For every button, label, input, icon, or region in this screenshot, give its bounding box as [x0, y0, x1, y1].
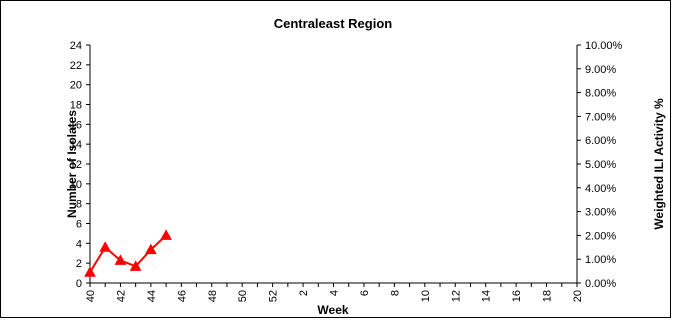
- x-tick-label: 10: [420, 290, 432, 302]
- x-ticks: 40 42 44 46 48 50 52 2 4 6 8 10 12 14 16 18 20: [85, 283, 584, 302]
- right-y-tick-label: 10.00%: [585, 40, 623, 52]
- right-y-ticks: 0.00% 1.00% 2.00% 3.00% 4.00% 5.00% 6.00% 7.00%…: [577, 40, 623, 290]
- right-y-tick-label: 0.00%: [585, 278, 616, 290]
- series-point: [160, 229, 172, 240]
- left-y-tick-label: 0: [76, 278, 82, 290]
- left-y-tick-label: 12: [70, 159, 82, 171]
- right-y-tick-label: 7.00%: [585, 111, 616, 123]
- x-tick-label: 52: [268, 290, 280, 302]
- x-tick-label: 18: [542, 290, 554, 302]
- right-y-tick-label: 5.00%: [585, 159, 616, 171]
- left-y-tick-label: 4: [76, 238, 82, 250]
- right-y-tick-label: 8.00%: [585, 88, 616, 100]
- x-tick-label: 12: [450, 290, 462, 302]
- x-tick-label: 4: [329, 290, 341, 296]
- chart-title: Centraleast Region: [274, 16, 393, 31]
- series-point: [84, 266, 96, 277]
- right-y-axis-title: Weighted ILI Activity %: [652, 98, 666, 230]
- x-axis-title: Week: [317, 303, 348, 317]
- right-y-tick-label: 9.00%: [585, 64, 616, 76]
- left-y-tick-label: 18: [70, 100, 82, 112]
- right-y-tick-label: 3.00%: [585, 207, 616, 219]
- series-point: [145, 243, 157, 255]
- right-y-tick-label: 6.00%: [585, 135, 616, 147]
- left-y-tick-label: 8: [76, 199, 82, 211]
- left-y-axis-title: Number of Isolates: [65, 110, 79, 218]
- x-tick-label: 50: [237, 290, 249, 302]
- series-layer: [84, 229, 172, 277]
- left-y-tick-label: 20: [70, 80, 82, 92]
- right-y-tick-label: 2.00%: [585, 230, 616, 242]
- left-y-tick-label: 22: [70, 60, 82, 72]
- x-tick-label: 48: [207, 290, 219, 302]
- x-tick-label: 44: [146, 290, 158, 302]
- series-point: [129, 260, 142, 271]
- left-y-tick-label: 24: [70, 40, 82, 52]
- left-y-tick-label: 10: [70, 179, 82, 191]
- x-tick-label: 16: [511, 290, 523, 302]
- x-tick-label: 42: [115, 290, 127, 302]
- x-tick-label: 2: [298, 290, 310, 296]
- x-tick-label: 14: [481, 290, 493, 302]
- x-tick-label: 46: [176, 290, 188, 302]
- left-y-tick-label: 14: [70, 139, 82, 151]
- left-y-tick-label: 2: [76, 258, 82, 270]
- x-tick-label: 40: [85, 290, 97, 302]
- series-point: [114, 254, 127, 265]
- x-tick-label: 6: [359, 290, 371, 296]
- right-y-tick-label: 1.00%: [585, 254, 616, 266]
- series-point: [99, 241, 112, 252]
- left-y-tick-label: 16: [70, 119, 82, 131]
- right-y-tick-label: 4.00%: [585, 183, 616, 195]
- x-tick-label: 20: [572, 290, 584, 302]
- x-tick-label: 8: [389, 290, 401, 296]
- left-y-tick-label: 6: [76, 219, 82, 231]
